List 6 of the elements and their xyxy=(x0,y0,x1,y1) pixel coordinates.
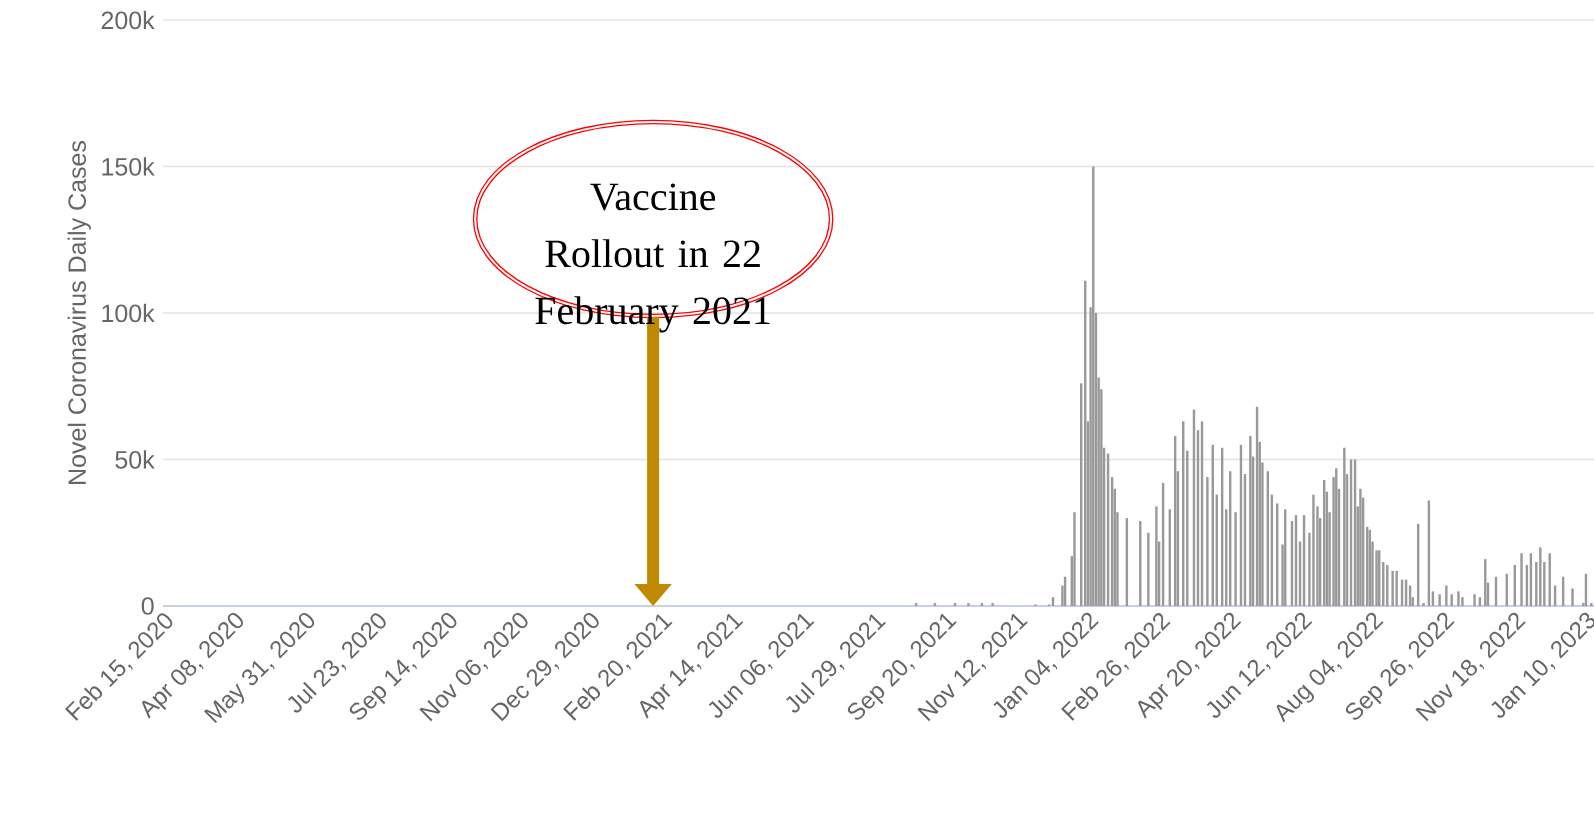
y-tick-label: 150k xyxy=(102,157,155,176)
y-tick-label: 200k xyxy=(101,10,155,30)
y-tick-label: 100k xyxy=(102,303,155,323)
y-tick-label: 0 xyxy=(141,597,154,615)
y-tick-label: 50k xyxy=(115,450,155,469)
y-axis-title: Novel Coronavirus Daily Cases xyxy=(67,141,91,484)
